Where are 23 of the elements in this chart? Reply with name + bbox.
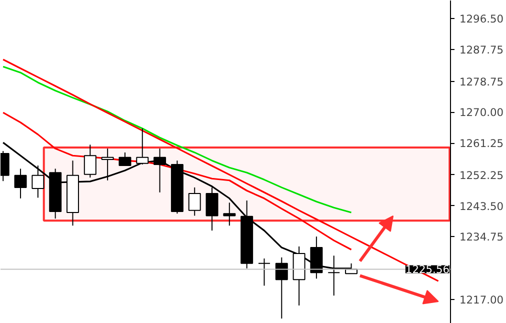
candlestick [14,168,27,199]
y-tick-label: 1296.50 [460,12,504,26]
y-tick-label: 1261.25 [460,137,504,150]
candlestick [223,202,236,226]
candlestick [32,165,44,198]
candlestick [154,148,166,193]
candlestick [258,258,270,286]
candlestick [188,186,201,216]
candlestick [101,148,114,181]
y-tick-label: 1287.75 [460,43,504,56]
candlestick [206,186,218,232]
y-tick-label: 1278.75 [460,75,504,88]
y-tick-label: 1270.00 [460,106,504,120]
ref-line-label: 1225.56 [405,263,450,276]
y-tick-label: 1252.25 [460,168,504,182]
y-tick-label: 1243.50 [460,200,504,213]
candlestick [84,144,96,178]
y-tick-label: 1234.75 [460,230,504,244]
line-series [2,66,352,214]
candlestick [275,256,288,320]
candlestick [118,152,132,166]
y-tick-label: 1217.00 [460,293,504,306]
line-series [2,112,352,250]
